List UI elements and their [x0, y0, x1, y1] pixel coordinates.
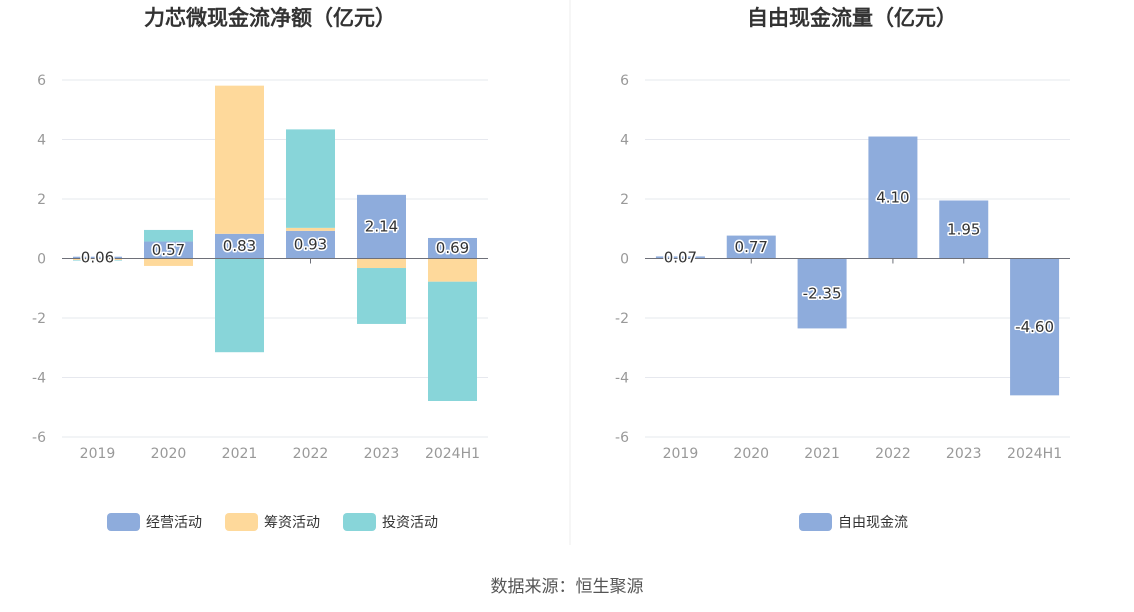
- free-cashflow-chart-panel: 自由现金流量（亿元） 6 4 2 0 -2 -4 -6 2019 2020 2021 2022 202…: [615, 6, 1070, 531]
- chart-title: 自由现金流量（亿元）: [747, 6, 957, 30]
- legend-swatch[interactable]: [799, 513, 832, 531]
- x-tick-label: 2021: [222, 446, 258, 462]
- legend-swatch[interactable]: [225, 513, 258, 531]
- bar: [357, 194, 406, 259]
- y-tick-label: 6: [37, 73, 46, 89]
- bar: [73, 258, 122, 260]
- y-tick-label: 2: [37, 192, 46, 208]
- x-tick-label: 2019: [80, 446, 116, 462]
- data-label: 0.69: [436, 239, 469, 257]
- bar: [357, 258, 406, 269]
- data-label: 0.06: [81, 249, 114, 267]
- data-label: 0.77: [735, 238, 768, 256]
- x-tick-label: 2020: [733, 446, 769, 462]
- data-label: 4.10: [876, 189, 909, 207]
- data-label: -4.60: [1015, 318, 1054, 336]
- bar: [726, 235, 776, 259]
- x-tick-label: 2023: [364, 446, 400, 462]
- bar: [939, 200, 989, 259]
- bar: [215, 258, 264, 353]
- data-label: 2.14: [365, 218, 398, 236]
- bar: [144, 229, 193, 242]
- bar: [357, 268, 406, 324]
- bar: [73, 259, 122, 261]
- x-tick-label: 2022: [875, 446, 911, 462]
- y-tick-label: -4: [615, 371, 629, 387]
- bar: [144, 241, 193, 259]
- legend-swatch[interactable]: [107, 513, 140, 531]
- x-tick-label: 2021: [804, 446, 840, 462]
- bar: [428, 237, 477, 259]
- bar: [797, 258, 847, 329]
- y-tick-label: 2: [620, 192, 629, 208]
- bar: [144, 258, 193, 266]
- data-label: 0.07: [664, 248, 697, 266]
- bar: [428, 258, 477, 282]
- chart-title: 力芯微现金流净额（亿元）: [144, 6, 396, 30]
- data-source: 数据来源：恒生聚源: [491, 577, 644, 597]
- x-tick-label: 2024H1: [1007, 446, 1062, 462]
- legend-swatch[interactable]: [343, 513, 376, 531]
- x-tick-label: 2020: [151, 446, 187, 462]
- bar: [215, 85, 264, 234]
- x-tick-label: 2019: [663, 446, 699, 462]
- bar: [868, 136, 918, 259]
- bar: [428, 281, 477, 402]
- y-tick-label: 0: [620, 252, 629, 268]
- data-label: 0.93: [294, 236, 327, 254]
- y-tick-label: 4: [620, 133, 629, 149]
- cashflow-chart-panel: 力芯微现金流净额（亿元） 6 4 2 0 -2 -4 -6 2019 2020 2021 2022 2…: [32, 6, 488, 531]
- bar: [286, 227, 335, 231]
- bar: [286, 129, 335, 228]
- y-tick-label: -2: [32, 311, 46, 327]
- y-tick-label: 0: [37, 252, 46, 268]
- y-tick-label: -4: [32, 371, 46, 387]
- legend-label[interactable]: 自由现金流: [838, 515, 908, 531]
- bar: [73, 256, 122, 259]
- bar: [215, 233, 264, 259]
- bar: [655, 256, 705, 259]
- data-label: -2.35: [803, 284, 842, 302]
- x-tick-label: 2024H1: [425, 446, 480, 462]
- data-label: 0.83: [223, 237, 256, 255]
- y-tick-label: -2: [615, 311, 629, 327]
- y-tick-label: -6: [32, 430, 46, 446]
- x-tick-label: 2023: [946, 446, 982, 462]
- bar: [286, 230, 335, 259]
- y-tick-label: 4: [37, 133, 46, 149]
- y-tick-label: -6: [615, 430, 629, 446]
- legend-label[interactable]: 筹资活动: [264, 514, 320, 531]
- legend-label[interactable]: 投资活动: [382, 515, 438, 531]
- x-tick-label: 2022: [293, 446, 329, 462]
- y-tick-label: 6: [620, 73, 629, 89]
- data-label: 1.95: [947, 220, 980, 238]
- data-label: 0.57: [152, 241, 185, 259]
- legend-label[interactable]: 经营活动: [146, 515, 202, 531]
- bar: [1010, 258, 1060, 396]
